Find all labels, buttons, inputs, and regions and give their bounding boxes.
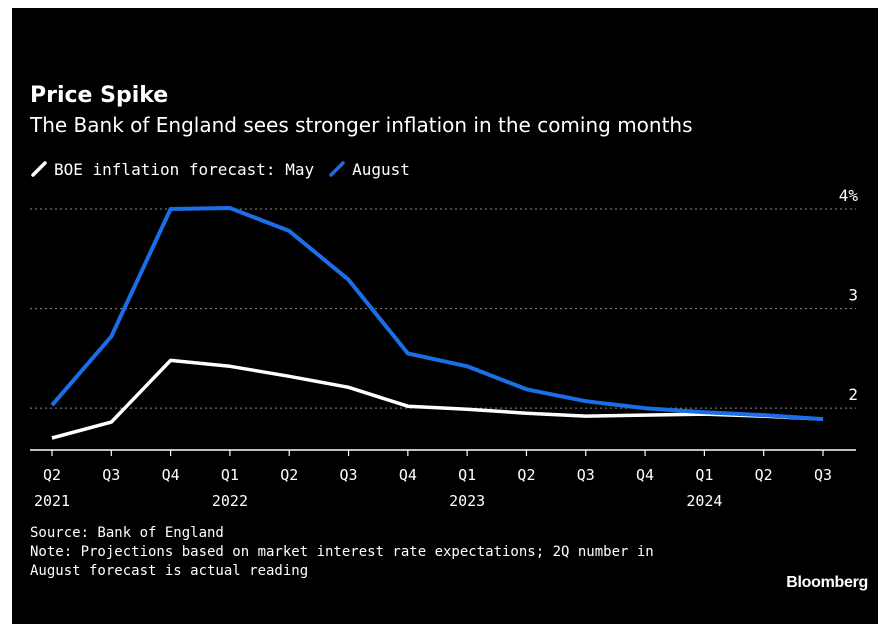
legend-item-august: August xyxy=(328,160,410,179)
x-tick-label: Q2 xyxy=(43,466,61,484)
chart-subtitle: The Bank of England sees stronger inflat… xyxy=(30,113,693,137)
x-tick-label: Q3 xyxy=(340,466,358,484)
legend-item-may: BOE inflation forecast: May xyxy=(30,160,314,179)
y-tick-label: 4% xyxy=(839,186,859,205)
chart-footer: Source: Bank of England Note: Projection… xyxy=(30,524,654,581)
x-tick-label: Q1 xyxy=(221,466,239,484)
x-tick-label: Q4 xyxy=(636,466,654,484)
bloomberg-logo: Bloomberg xyxy=(786,574,868,591)
legend-title: BOE inflation forecast: xyxy=(54,159,276,179)
legend-swatch-may xyxy=(31,161,47,177)
x-year-label: 2024 xyxy=(686,492,722,510)
x-tick-label: Q1 xyxy=(458,466,476,484)
chart-title: Price Spike xyxy=(30,83,169,108)
series-line-may xyxy=(51,358,824,440)
y-tick-label: 3 xyxy=(848,286,858,305)
line-chart: 2 3 4% Q2 2021 Q3 Q4 Q1 2022 Q2 Q3 Q4 Q1 2023 Q2 Q3 Q4 Q1… xyxy=(30,186,859,510)
legend-label-may: May xyxy=(285,159,315,179)
x-tick-label: Q4 xyxy=(399,466,417,484)
x-tick-label: Q2 xyxy=(280,466,298,484)
x-tick-label: Q4 xyxy=(162,466,180,484)
x-tick-label: Q1 xyxy=(695,466,713,484)
x-tick-label: Q2 xyxy=(755,466,773,484)
chart-card: Price Spike The Bank of England sees str… xyxy=(12,8,878,624)
x-tick-label: Q3 xyxy=(814,466,832,484)
source-note: Source: Bank of England xyxy=(30,525,224,541)
y-tick-label: 2 xyxy=(848,385,858,404)
legend-label-august: August xyxy=(352,159,410,179)
x-year-label: 2021 xyxy=(34,492,70,510)
note-line-1: Note: Projections based on market intere… xyxy=(30,544,654,560)
x-tick-label: Q2 xyxy=(517,466,535,484)
series-line-august xyxy=(50,206,824,422)
x-year-label: 2022 xyxy=(212,492,248,510)
x-year-label: 2023 xyxy=(449,492,485,510)
note-line-2: August forecast is actual reading xyxy=(30,563,309,579)
legend-swatch-august xyxy=(329,161,345,177)
x-tick-label: Q3 xyxy=(102,466,120,484)
legend: BOE inflation forecast: May August xyxy=(30,157,424,181)
x-tick-label: Q3 xyxy=(577,466,595,484)
